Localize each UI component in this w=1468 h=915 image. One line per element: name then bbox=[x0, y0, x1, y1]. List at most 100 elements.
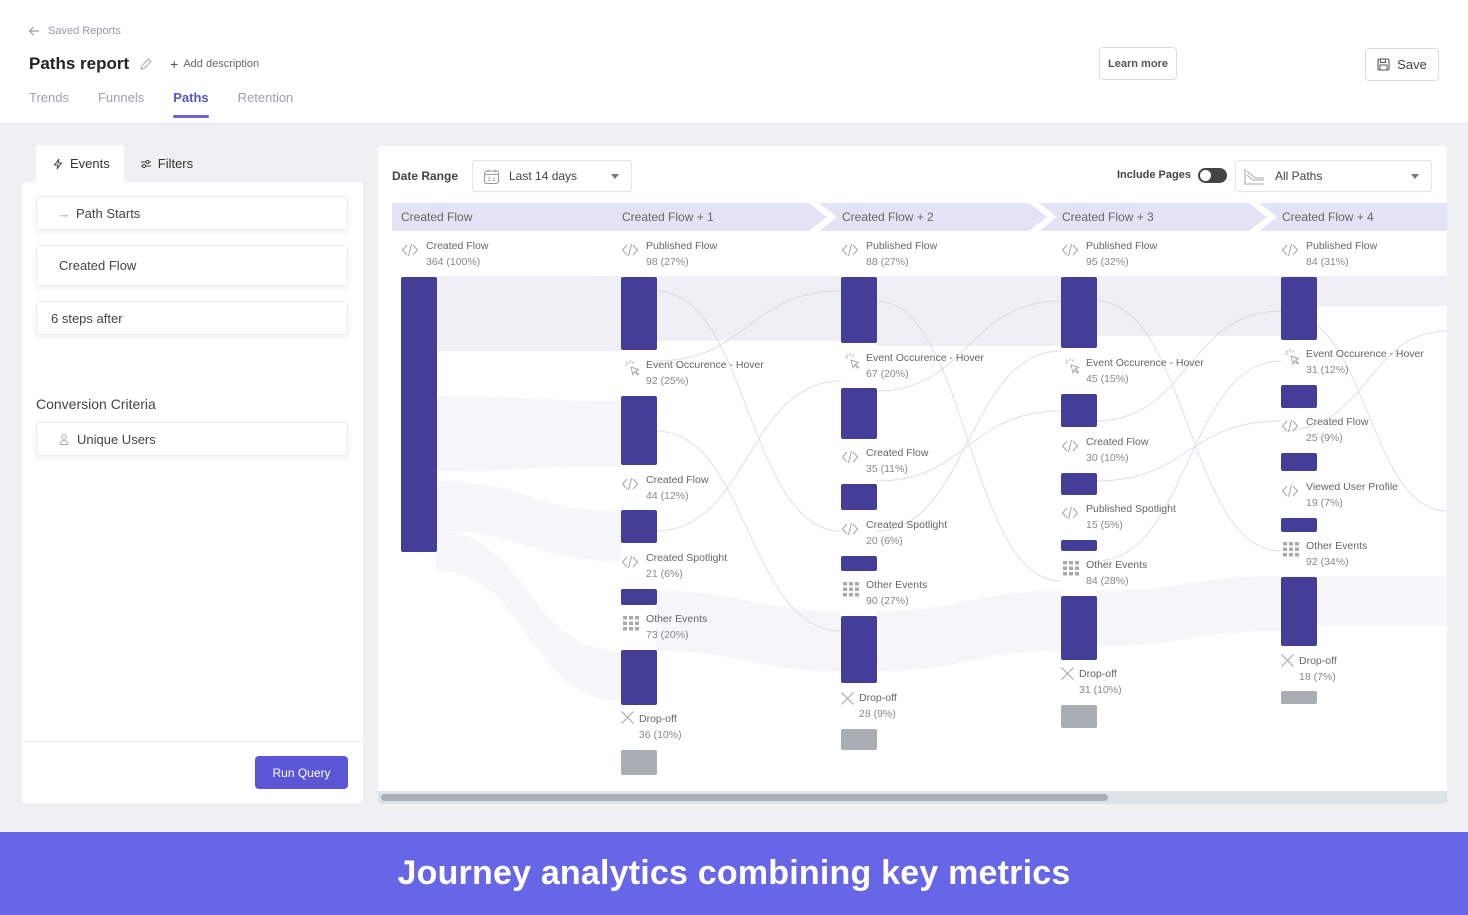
node-bar[interactable] bbox=[1061, 540, 1097, 551]
cursor-hover-icon bbox=[1065, 358, 1080, 375]
code-icon bbox=[841, 522, 859, 536]
path-starts-label: Path Starts bbox=[76, 205, 141, 221]
calendar-icon bbox=[483, 169, 500, 184]
node-bar[interactable] bbox=[621, 589, 657, 605]
chevron-down-icon bbox=[611, 174, 619, 179]
cursor-hover-icon bbox=[845, 353, 860, 370]
node-label: Created Spotlight 20 (6%) bbox=[866, 519, 948, 547]
report-type-tabs: Trends Funnels Paths Retention bbox=[29, 90, 293, 118]
conversion-criteria-heading: Conversion Criteria bbox=[36, 396, 156, 412]
node-bar[interactable] bbox=[1061, 473, 1097, 495]
date-range-select[interactable]: Last 14 days bbox=[472, 160, 632, 192]
node-label: Created Flow 35 (11%) bbox=[866, 447, 929, 475]
path-starts-field[interactable]: → Path Starts bbox=[36, 196, 348, 230]
code-icon bbox=[1061, 243, 1079, 257]
save-label: Save bbox=[1397, 57, 1427, 72]
tab-funnels[interactable]: Funnels bbox=[97, 90, 145, 105]
toggle-knob bbox=[1200, 170, 1211, 181]
code-icon bbox=[841, 243, 859, 257]
node-label: Other Events 90 (27%) bbox=[866, 579, 928, 607]
column-header-0: Created Flow bbox=[392, 203, 620, 231]
report-header: Saved Reports Paths report + Add descrip… bbox=[0, 0, 1468, 124]
dropoff-bar[interactable] bbox=[841, 729, 877, 750]
add-description-button[interactable]: + Add description bbox=[170, 56, 259, 72]
node-bar[interactable] bbox=[841, 277, 877, 343]
node-bar[interactable] bbox=[1061, 277, 1097, 348]
node-label: Created Flow 25 (9%) bbox=[1306, 416, 1369, 444]
node-label: Other Events 92 (34%) bbox=[1306, 540, 1368, 568]
node-bar[interactable] bbox=[841, 556, 877, 571]
grid-icon bbox=[623, 616, 639, 631]
run-query-button[interactable]: Run Query bbox=[255, 756, 348, 789]
dropoff-bar[interactable] bbox=[1281, 691, 1317, 704]
node-label: Published Flow 95 (32%) bbox=[1086, 240, 1158, 268]
node-label: Other Events 73 (20%) bbox=[646, 613, 708, 641]
include-pages-toggle[interactable] bbox=[1198, 168, 1227, 183]
node-bar[interactable] bbox=[401, 277, 437, 552]
node-bar[interactable] bbox=[841, 616, 877, 683]
node-bar[interactable] bbox=[841, 388, 877, 439]
node-bar[interactable] bbox=[1281, 518, 1317, 532]
save-button[interactable]: Save bbox=[1365, 48, 1439, 81]
code-icon bbox=[1061, 439, 1079, 453]
tab-paths[interactable]: Paths bbox=[173, 90, 210, 118]
node-bar[interactable] bbox=[1061, 394, 1097, 427]
steps-after-value: 6 steps after bbox=[51, 310, 123, 326]
tab-trends[interactable]: Trends bbox=[29, 90, 69, 105]
paths-chart-panel: Date Range Last 14 days Include Pages Al… bbox=[378, 146, 1447, 804]
node-label: Published Spotlight 15 (5%) bbox=[1086, 503, 1176, 531]
start-event-value: Created Flow bbox=[59, 258, 137, 273]
node-bar[interactable] bbox=[1281, 453, 1317, 471]
dropoff-bar[interactable] bbox=[621, 750, 657, 775]
paths-filter-select[interactable]: All Paths bbox=[1235, 160, 1432, 192]
cursor-hover-icon bbox=[1285, 349, 1300, 366]
code-icon bbox=[621, 477, 639, 491]
code-icon bbox=[1061, 506, 1079, 520]
tab-filters[interactable]: Filters bbox=[124, 145, 207, 182]
arrow-left-icon bbox=[28, 26, 39, 36]
node-label: Drop-off 31 (10%) bbox=[1079, 668, 1122, 696]
code-icon bbox=[841, 450, 859, 464]
tab-retention[interactable]: Retention bbox=[237, 90, 294, 105]
node-label: Event Occurence - Hover 67 (20%) bbox=[866, 352, 984, 380]
node-label: Event Occurence - Hover 45 (15%) bbox=[1086, 357, 1204, 385]
node-bar[interactable] bbox=[1061, 596, 1097, 660]
arrow-right-icon: → bbox=[57, 205, 70, 221]
add-description-label: Add description bbox=[183, 58, 260, 70]
scrollbar-thumb[interactable] bbox=[381, 794, 1108, 801]
steps-after-field[interactable]: 6 steps after bbox=[36, 301, 348, 335]
code-icon bbox=[1281, 243, 1299, 257]
node-label: Created Flow 30 (10%) bbox=[1086, 436, 1149, 464]
caption-banner: Journey analytics combining key metrics bbox=[0, 832, 1468, 915]
column-header-2: Created Flow + 2 bbox=[819, 203, 1047, 231]
node-bar[interactable] bbox=[621, 510, 657, 543]
code-icon bbox=[401, 243, 419, 257]
start-event-field[interactable]: Created Flow bbox=[36, 245, 348, 286]
node-bar[interactable] bbox=[621, 396, 657, 465]
path-flows bbox=[436, 276, 1447, 701]
paths-filter-value: All Paths bbox=[1275, 169, 1323, 183]
dropoff-bar[interactable] bbox=[1061, 705, 1097, 728]
node-bar[interactable] bbox=[1281, 385, 1317, 408]
code-icon bbox=[621, 555, 639, 569]
node-label: Other Events 84 (28%) bbox=[1086, 559, 1148, 587]
node-bar[interactable] bbox=[1281, 277, 1317, 340]
paths-chart-icon bbox=[1244, 168, 1264, 185]
code-icon bbox=[1281, 419, 1299, 433]
page-title: Paths report bbox=[29, 54, 130, 73]
pencil-icon[interactable] bbox=[139, 57, 152, 71]
tab-filters-label: Filters bbox=[157, 156, 194, 171]
learn-more-button[interactable]: Learn more bbox=[1099, 47, 1177, 80]
back-to-saved-reports-link[interactable]: Saved Reports bbox=[28, 25, 121, 37]
lightning-icon bbox=[53, 158, 63, 169]
node-bar[interactable] bbox=[621, 650, 657, 705]
node-bar[interactable] bbox=[841, 484, 877, 510]
horizontal-scrollbar[interactable] bbox=[378, 791, 1447, 804]
node-bar[interactable] bbox=[1281, 577, 1317, 646]
tab-events[interactable]: Events bbox=[36, 145, 124, 182]
node-label: Viewed User Profile 19 (7%) bbox=[1306, 481, 1399, 509]
node-bar[interactable] bbox=[621, 277, 657, 350]
conversion-criteria-select[interactable]: Unique Users bbox=[36, 422, 348, 456]
grid-icon bbox=[843, 582, 859, 597]
node-label: Created Flow 364 (100%) bbox=[426, 240, 489, 268]
